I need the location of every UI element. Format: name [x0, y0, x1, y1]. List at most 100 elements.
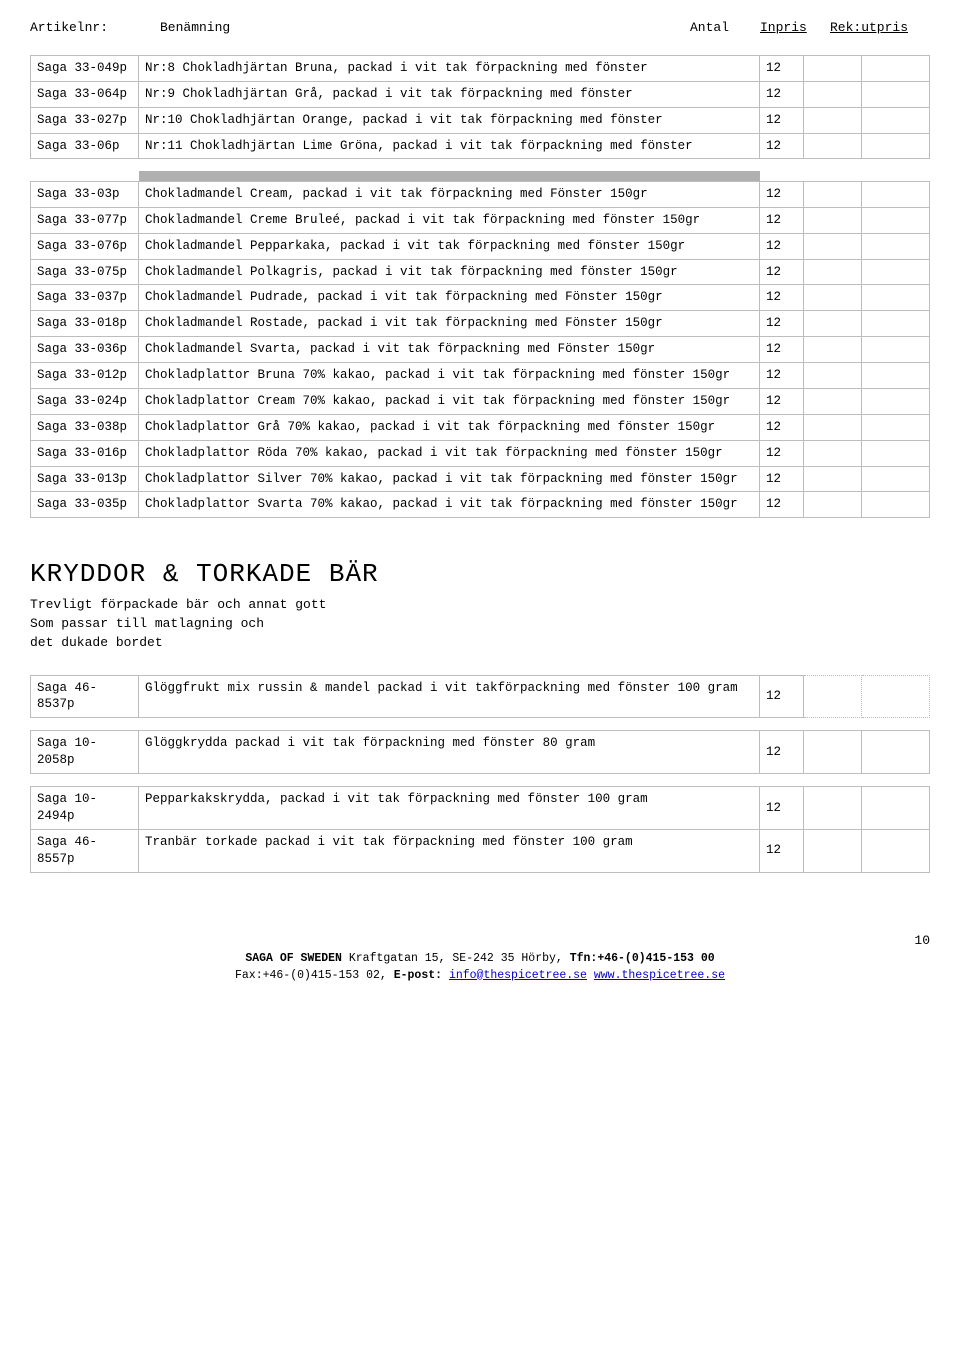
cell-benamning: Pepparkakskrydda, packad i vit tak förpa… — [139, 787, 760, 830]
cell-benamning: Nr:10 Chokladhjärtan Orange, packad i vi… — [139, 107, 760, 133]
cell-benamning: Chokladmandel Cream, packad i vit tak fö… — [139, 181, 760, 207]
cell-inpris — [804, 731, 862, 774]
table-row: Saga 33-064pNr:9 Chokladhjärtan Grå, pac… — [31, 81, 930, 107]
cell-antal: 12 — [760, 829, 804, 872]
cell-artikelnr: Saga 33-075p — [31, 259, 139, 285]
table-row: Saga 10-2494pPepparkakskrydda, packad i … — [31, 787, 930, 830]
cell-inpris — [804, 285, 862, 311]
cell-antal: 12 — [760, 414, 804, 440]
cell-rekutpris — [862, 259, 930, 285]
cell-benamning: Glöggkrydda packad i vit tak förpackning… — [139, 731, 760, 774]
cell-rekutpris — [862, 492, 930, 518]
footer-email-link[interactable]: info@thespicetree.se — [449, 969, 587, 982]
subtitle-line: Som passar till matlagning och — [30, 615, 930, 634]
cell-rekutpris — [862, 388, 930, 414]
cell-antal: 12 — [760, 259, 804, 285]
table-row: Saga 33-012pChokladplattor Bruna 70% kak… — [31, 363, 930, 389]
cell-artikelnr: Saga 33-076p — [31, 233, 139, 259]
table-row: Saga 33-075pChokladmandel Polkagris, pac… — [31, 259, 930, 285]
cell-artikelnr: Saga 33-06p — [31, 133, 139, 159]
cell-antal: 12 — [760, 337, 804, 363]
cell-antal: 12 — [760, 363, 804, 389]
cell-inpris — [804, 787, 862, 830]
subtitle-line: det dukade bordet — [30, 634, 930, 653]
cell-artikelnr: Saga 33-024p — [31, 388, 139, 414]
table-row: Saga 33-076pChokladmandel Pepparkaka, pa… — [31, 233, 930, 259]
cell-artikelnr: Saga 33-077p — [31, 207, 139, 233]
table-row: Saga 33-077pChokladmandel Creme Bruleé, … — [31, 207, 930, 233]
cell-artikelnr: Saga 33-036p — [31, 337, 139, 363]
table-row: Saga 33-06pNr:11 Chokladhjärtan Lime Grö… — [31, 133, 930, 159]
cell-inpris — [804, 466, 862, 492]
footer-epost-label: E-post: — [394, 969, 442, 982]
cell-inpris — [804, 311, 862, 337]
product-table-1: Saga 33-049pNr:8 Chokladhjärtan Bruna, p… — [30, 55, 930, 160]
cell-antal: 12 — [760, 133, 804, 159]
footer-address: Kraftgatan 15, SE-242 35 Hörby, — [342, 952, 570, 965]
header-inpris: Inpris — [760, 20, 830, 37]
cell-inpris — [804, 440, 862, 466]
table-row: Saga 33-036pChokladmandel Svarta, packad… — [31, 337, 930, 363]
cell-inpris — [804, 133, 862, 159]
cell-rekutpris — [862, 466, 930, 492]
cell-rekutpris — [862, 731, 930, 774]
table-row: Saga 46-8557pTranbär torkade packad i vi… — [31, 829, 930, 872]
footer-brand: SAGA OF SWEDEN — [245, 952, 342, 965]
cell-inpris — [804, 81, 862, 107]
table-row: Saga 33-024pChokladplattor Cream 70% kak… — [31, 388, 930, 414]
cell-benamning: Tranbär torkade packad i vit tak förpack… — [139, 829, 760, 872]
section-title: KRYDDOR & TORKADE BÄR — [30, 558, 930, 592]
footer: SAGA OF SWEDEN Kraftgatan 15, SE-242 35 … — [30, 951, 930, 983]
cell-artikelnr: Saga 33-016p — [31, 440, 139, 466]
cell-rekutpris — [862, 363, 930, 389]
footer-line-1: SAGA OF SWEDEN Kraftgatan 15, SE-242 35 … — [30, 951, 930, 967]
product-table-3c: Saga 10-2494pPepparkakskrydda, packad i … — [30, 786, 930, 873]
cell-rekutpris — [862, 829, 930, 872]
cell-benamning: Chokladmandel Svarta, packad i vit tak f… — [139, 337, 760, 363]
cell-benamning: Chokladmandel Polkagris, packad i vit ta… — [139, 259, 760, 285]
cell-benamning: Chokladmandel Pepparkaka, packad i vit t… — [139, 233, 760, 259]
cell-antal: 12 — [760, 285, 804, 311]
cell-rekutpris — [862, 337, 930, 363]
cell-benamning: Chokladplattor Bruna 70% kakao, packad i… — [139, 363, 760, 389]
cell-antal: 12 — [760, 787, 804, 830]
cell-artikelnr: Saga 33-03p — [31, 181, 139, 207]
cell-benamning: Chokladmandel Pudrade, packad i vit tak … — [139, 285, 760, 311]
cell-benamning: Nr:8 Chokladhjärtan Bruna, packad i vit … — [139, 55, 760, 81]
footer-line-2: Fax:+46-(0)415-153 02, E-post: info@thes… — [30, 968, 930, 984]
table-row: Saga 33-016pChokladplattor Röda 70% kaka… — [31, 440, 930, 466]
cell-artikelnr: Saga 10-2058p — [31, 731, 139, 774]
cell-artikelnr: Saga 46-8557p — [31, 829, 139, 872]
footer-phone: Tfn:+46-(0)415-153 00 — [570, 952, 715, 965]
table-row: Saga 10-2058pGlöggkrydda packad i vit ta… — [31, 731, 930, 774]
cell-inpris — [804, 492, 862, 518]
page-number: 10 — [30, 933, 930, 950]
footer-spacer — [587, 969, 594, 982]
cell-inpris — [804, 414, 862, 440]
cell-antal: 12 — [760, 311, 804, 337]
cell-artikelnr: Saga 33-035p — [31, 492, 139, 518]
table-row: Saga 46-8537pGlöggfrukt mix russin & man… — [31, 675, 930, 718]
cell-rekutpris — [862, 107, 930, 133]
cell-rekutpris — [862, 285, 930, 311]
cell-artikelnr: Saga 33-064p — [31, 81, 139, 107]
cell-benamning: Chokladplattor Silver 70% kakao, packad … — [139, 466, 760, 492]
cell-benamning: Glöggfrukt mix russin & mandel packad i … — [139, 675, 760, 718]
cell-antal: 12 — [760, 81, 804, 107]
cell-artikelnr: Saga 33-038p — [31, 414, 139, 440]
cell-rekutpris — [862, 133, 930, 159]
cell-artikelnr: Saga 33-018p — [31, 311, 139, 337]
cell-rekutpris — [862, 311, 930, 337]
cell-artikelnr: Saga 33-012p — [31, 363, 139, 389]
cell-artikelnr: Saga 33-013p — [31, 466, 139, 492]
cell-rekutpris — [862, 675, 930, 718]
cell-antal: 12 — [760, 207, 804, 233]
cell-artikelnr: Saga 10-2494p — [31, 787, 139, 830]
cell-inpris — [804, 181, 862, 207]
header-benamning: Benämning — [160, 20, 690, 37]
cell-antal: 12 — [760, 675, 804, 718]
footer-url-link[interactable]: www.thespicetree.se — [594, 969, 725, 982]
product-table-3a: Saga 46-8537pGlöggfrukt mix russin & man… — [30, 675, 930, 719]
cell-inpris — [804, 675, 862, 718]
cell-benamning: Chokladplattor Svarta 70% kakao, packad … — [139, 492, 760, 518]
